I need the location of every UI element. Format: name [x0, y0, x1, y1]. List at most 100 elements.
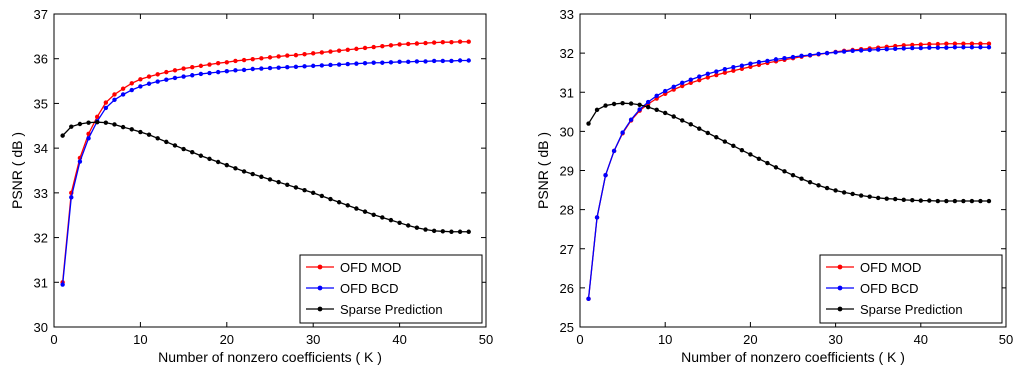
data-point [95, 114, 100, 120]
data-point [293, 185, 299, 190]
data-point [207, 70, 212, 76]
x-tick-label: 50 [999, 332, 1013, 347]
data-point [748, 64, 753, 70]
data-point [739, 63, 745, 68]
data-point [722, 139, 728, 144]
data-point [782, 56, 787, 61]
data-point [748, 152, 753, 157]
data-point [371, 212, 376, 217]
data-point [198, 63, 204, 69]
data-point [876, 195, 881, 201]
data-point [773, 165, 779, 170]
data-point [969, 198, 975, 204]
data-point [876, 47, 881, 52]
data-point [449, 229, 454, 234]
legend-marker [837, 285, 843, 291]
data-point [190, 73, 195, 78]
data-point [319, 193, 325, 199]
data-point [406, 41, 411, 47]
data-point [833, 50, 838, 55]
data-point [215, 69, 221, 75]
data-point [267, 55, 273, 60]
data-point [354, 46, 359, 52]
data-point [680, 118, 685, 123]
data-point [345, 47, 350, 52]
data-point [620, 130, 625, 135]
data-point [901, 46, 906, 51]
data-point [858, 48, 864, 53]
data-point [155, 136, 160, 141]
data-point [799, 53, 804, 59]
data-point [714, 69, 719, 74]
x-tick-label: 10 [658, 332, 672, 347]
data-point [654, 93, 659, 98]
data-point [765, 160, 770, 166]
data-point [233, 58, 238, 64]
data-point [293, 64, 299, 69]
data-point [722, 70, 728, 75]
legend-marker [317, 264, 323, 270]
data-point [380, 60, 385, 65]
x-tick-label: 30 [306, 332, 320, 347]
y-tick-label: 25 [560, 320, 574, 335]
data-point [302, 64, 307, 69]
legend-label: OFD MOD [860, 260, 921, 275]
data-point [910, 45, 915, 51]
y-axis-title: PSNR ( dB ) [9, 132, 25, 209]
y-tick-label: 30 [34, 320, 48, 335]
data-point [241, 169, 247, 174]
data-point [380, 215, 385, 220]
data-point [129, 127, 134, 132]
data-point [77, 159, 83, 164]
left-psnr-chart: 0 10 20 30 40 50 30 31 32 33 34 35 36 37 Number of non… [9, 7, 493, 365]
data-point [77, 121, 83, 127]
legend-marker [837, 306, 843, 312]
data-point [731, 65, 736, 70]
legend-label: OFD BCD [860, 281, 919, 296]
data-point [986, 45, 992, 50]
data-point [986, 41, 992, 46]
data-point [423, 59, 428, 64]
data-point [756, 59, 762, 65]
x-tick-label: 20 [220, 332, 234, 347]
data-point [705, 130, 710, 136]
data-point [824, 50, 830, 56]
data-point [103, 105, 109, 111]
data-point [293, 52, 299, 58]
data-point [302, 52, 307, 57]
data-point [935, 45, 941, 50]
data-point [671, 84, 676, 89]
data-point [611, 101, 617, 107]
data-point [276, 65, 281, 70]
data-point [978, 198, 983, 204]
data-point [858, 193, 864, 198]
y-tick-label: 32 [560, 46, 574, 61]
data-point [697, 126, 702, 131]
y-tick-label: 34 [34, 141, 48, 156]
y-tick-label: 35 [34, 96, 48, 111]
data-point [224, 162, 229, 168]
data-point [884, 196, 889, 201]
data-point [697, 74, 702, 79]
data-point [336, 48, 342, 53]
data-point [680, 83, 685, 89]
data-point [241, 57, 247, 63]
data-point [952, 41, 958, 46]
data-point [414, 225, 420, 230]
data-point [414, 59, 420, 64]
y-tick-label: 28 [560, 203, 574, 218]
data-point [406, 223, 411, 228]
legend-marker [317, 306, 323, 312]
plot-area-frame [53, 13, 487, 328]
data-point [654, 107, 659, 113]
data-point [319, 50, 325, 55]
data-point [362, 209, 368, 214]
data-point [466, 229, 471, 234]
data-point [748, 61, 753, 66]
data-point [397, 59, 402, 65]
data-point [714, 135, 719, 140]
data-point [181, 74, 186, 79]
x-tick-label: 30 [828, 332, 842, 347]
data-point [586, 296, 591, 302]
x-tick-label: 40 [392, 332, 406, 347]
